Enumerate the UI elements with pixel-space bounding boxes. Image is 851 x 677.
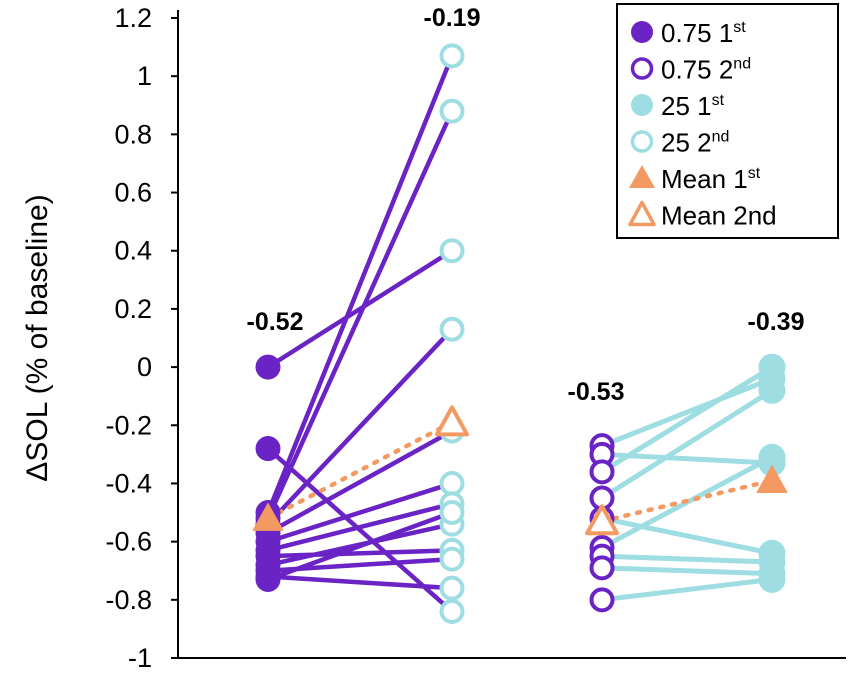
y-tick-label: 1.2: [114, 3, 152, 33]
legend-marker: [631, 21, 653, 43]
connector-line: [265, 510, 455, 582]
connector-line: [265, 53, 455, 515]
legend-marker: [629, 165, 655, 188]
marker-25-second: [439, 43, 465, 69]
legend-marker: [630, 57, 654, 80]
mean-value-label: -0.52: [247, 308, 304, 336]
legend-marker: [628, 200, 656, 227]
marker-075-second: [589, 459, 615, 485]
connector-line: [265, 428, 455, 536]
connector-line: [599, 565, 775, 577]
marker-25-second: [439, 575, 465, 601]
y-axis-label: ΔSOL (% of baseline): [21, 194, 54, 481]
connector-line: [265, 108, 455, 521]
y-tick-label: 0.6: [114, 178, 152, 208]
mean-first-marker: [756, 465, 788, 494]
legend-marker: [631, 94, 653, 116]
marker-25-second: [439, 316, 465, 342]
connector-line: [265, 481, 455, 544]
axes: 1.2 1 0.8 0.6 0.4 0.2 0 -0.2 -0.4 -0.6 -0.8 -1 ΔSOL …: [21, 3, 846, 673]
y-tick-label: 0.4: [114, 236, 152, 266]
y-tick-label: -0.2: [105, 410, 152, 440]
y-tick-label: -0.4: [105, 468, 152, 498]
y-tick-label: 0.2: [114, 294, 152, 324]
mean-value-label: -0.53: [568, 378, 625, 406]
y-tick-label: 0: [137, 352, 152, 382]
connector-line: [265, 248, 455, 370]
y-tick-label: -0.8: [105, 585, 152, 615]
y-tick-label: -1: [128, 643, 152, 673]
mean-connector-line: [265, 420, 455, 521]
connector-line: [599, 376, 775, 449]
marker-075-first: [255, 436, 281, 462]
marker-075-second: [589, 587, 615, 613]
data-markers: [252, 43, 788, 624]
marker-075-first: [255, 354, 281, 380]
legend-marker: [630, 130, 654, 153]
marker-075-first: [255, 566, 281, 592]
marker-25-second: [439, 470, 465, 496]
legend-label: Mean 2nd: [661, 201, 777, 231]
mean-value-label: -0.39: [748, 308, 805, 336]
marker-25-second: [439, 238, 465, 264]
connector-line: [599, 553, 775, 565]
connector-line: [265, 327, 455, 527]
marker-25-first: [758, 376, 786, 404]
connector-line: [599, 515, 775, 556]
connector-line: [599, 387, 775, 501]
mean-second-marker: [435, 405, 469, 437]
mean-first-marker: [252, 502, 284, 531]
connector-line: [265, 501, 455, 553]
legend-label: 0.75 1st: [661, 18, 746, 48]
y-tick-label: 1: [137, 61, 152, 91]
marker-25-second: [439, 98, 465, 124]
connector-line: [265, 548, 455, 559]
mean-second-marker: [585, 504, 619, 536]
y-tick-label: -0.6: [105, 527, 152, 557]
marker-25-first: [758, 565, 786, 593]
marker-075-second: [589, 555, 615, 581]
mean-value-label: -0.19: [424, 4, 481, 32]
connector-line: [265, 574, 455, 591]
marker-25-first: [758, 353, 786, 381]
marker-25-second: [439, 500, 465, 526]
mean-annotations: -0.52 -0.19 -0.53 -0.39: [247, 4, 805, 406]
connector-line: [599, 364, 775, 475]
connector-lines: [265, 53, 775, 614]
mean-connector-line: [599, 478, 775, 524]
marker-25-second: [439, 598, 465, 624]
connector-line: [599, 576, 775, 603]
legend-box: [616, 3, 839, 239]
y-tick-label: 0.8: [114, 119, 152, 149]
marker-25-second: [439, 546, 465, 572]
legend-label: Mean 1st: [661, 164, 761, 194]
marker-25-first: [758, 443, 786, 471]
